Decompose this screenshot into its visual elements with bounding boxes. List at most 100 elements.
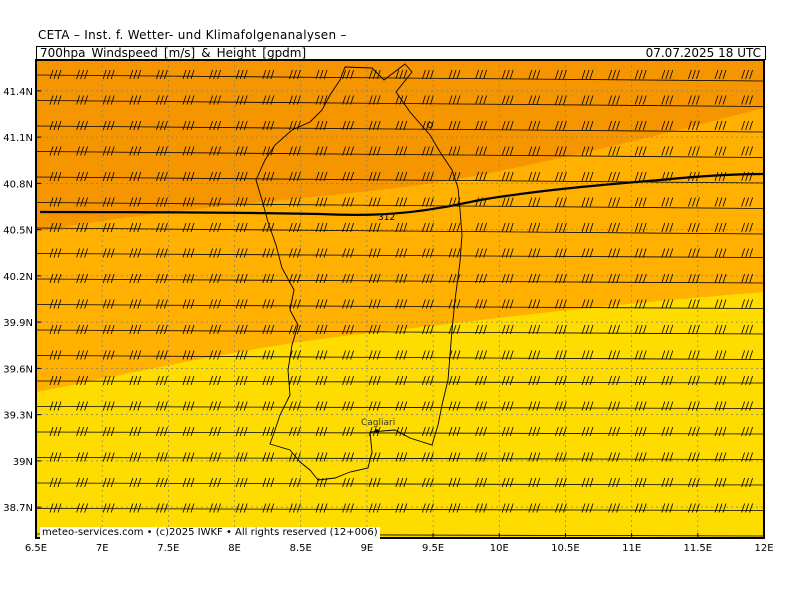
wind-barb [422, 350, 434, 360]
wind-barb [448, 503, 461, 513]
lat-tick-label: 39.9N [3, 318, 33, 329]
wind-barb [714, 69, 727, 80]
wind-barb [661, 426, 674, 437]
wind-barb [581, 375, 594, 386]
wind-barb [129, 477, 142, 488]
wind-barb [235, 95, 248, 105]
wind-barb [368, 120, 381, 131]
wind-barb [555, 273, 567, 284]
wind-barb [581, 324, 594, 335]
wind-barb [528, 248, 541, 258]
wind-barb [182, 171, 195, 182]
wind-barb [102, 426, 115, 437]
wind-barb [209, 324, 221, 335]
wind-barb [235, 503, 248, 513]
wind-barb [315, 273, 328, 284]
wind-barb [129, 95, 142, 105]
wind-barb [528, 146, 541, 156]
wind-barb [182, 299, 195, 309]
wind-barb [342, 248, 354, 258]
wind-barb [129, 248, 142, 258]
wind-barb [661, 120, 674, 131]
wind-barb [289, 222, 301, 233]
wind-barb [634, 350, 647, 360]
wind-barb [448, 452, 461, 462]
lon-tick-label: 8.5E [290, 543, 312, 554]
wind-barb [501, 197, 514, 207]
lat-tick-label: 40.8N [3, 179, 33, 190]
wind-barb [395, 120, 408, 131]
wind-barb [581, 299, 594, 309]
wind-barb [368, 222, 381, 233]
lat-tick-label: 39N [13, 457, 33, 468]
lon-tick-label: 7E [96, 543, 109, 554]
wind-barb [102, 171, 115, 182]
wind-barb [49, 452, 62, 462]
wind-barb [182, 477, 195, 488]
wind-barb [315, 248, 328, 258]
wind-barb [714, 452, 727, 462]
wind-barb [661, 248, 674, 258]
wind-barb [422, 375, 434, 386]
wind-barb [76, 95, 88, 105]
wind-barb [768, 96, 779, 105]
wind-barb [156, 452, 168, 462]
wind-barb [209, 171, 221, 182]
wind-barb [528, 375, 541, 386]
wind-barb [156, 120, 168, 131]
wind-barb [235, 350, 248, 360]
wind-barb [235, 426, 248, 437]
lon-tick-label: 8E [228, 543, 241, 554]
wind-barb [581, 248, 594, 258]
wind-barb [209, 146, 221, 156]
wind-barb [581, 273, 594, 284]
wind-barb [422, 477, 434, 488]
wind-barb [235, 324, 248, 335]
wind-barb [555, 452, 567, 462]
wind-barb [555, 222, 567, 233]
wind-barb [555, 401, 567, 411]
wind-barb [422, 452, 434, 462]
wind-barb [102, 350, 115, 360]
wind-barb [182, 248, 195, 258]
wind-barb [581, 69, 594, 80]
wind-barb [395, 503, 408, 513]
wind-barb [741, 197, 753, 207]
wind-barb [315, 120, 328, 131]
wind-barb [608, 120, 620, 131]
wind-barb [315, 69, 328, 80]
wind-barb [634, 95, 647, 105]
wind-barb [76, 375, 88, 386]
wind-barb [156, 248, 168, 258]
wind-barb [555, 248, 567, 258]
wind-barb [209, 350, 221, 360]
wind-barb [49, 171, 62, 182]
wind-barb [182, 375, 195, 386]
wind-barb [714, 324, 727, 335]
wind-barb [182, 69, 195, 80]
wind-barb [395, 452, 408, 462]
lon-tick-label: 6.5E [25, 543, 47, 554]
wind-barb [76, 350, 88, 360]
wind-barb [714, 273, 727, 284]
map-title: CETA – Inst. f. Wetter- und Klimafolgena… [38, 28, 347, 42]
wind-barb [262, 273, 275, 284]
wind-barb [501, 248, 514, 258]
wind-barb [555, 299, 567, 309]
wind-barb [422, 146, 434, 156]
wind-barb [368, 171, 381, 182]
lat-tick-label: 41.4N [3, 87, 33, 98]
wind-barb [49, 69, 62, 80]
wind-barb [634, 375, 647, 386]
wind-barb [102, 197, 115, 207]
wind-barb [156, 299, 168, 309]
wind-barb [49, 222, 62, 233]
wind-barb [448, 95, 461, 105]
wind-barb [315, 222, 328, 233]
wind-barb [262, 426, 275, 437]
wind-barb [768, 402, 779, 411]
wind-barb [528, 477, 541, 488]
wind-barb [501, 120, 514, 131]
wind-barb [555, 146, 567, 156]
wind-barb [528, 503, 541, 513]
